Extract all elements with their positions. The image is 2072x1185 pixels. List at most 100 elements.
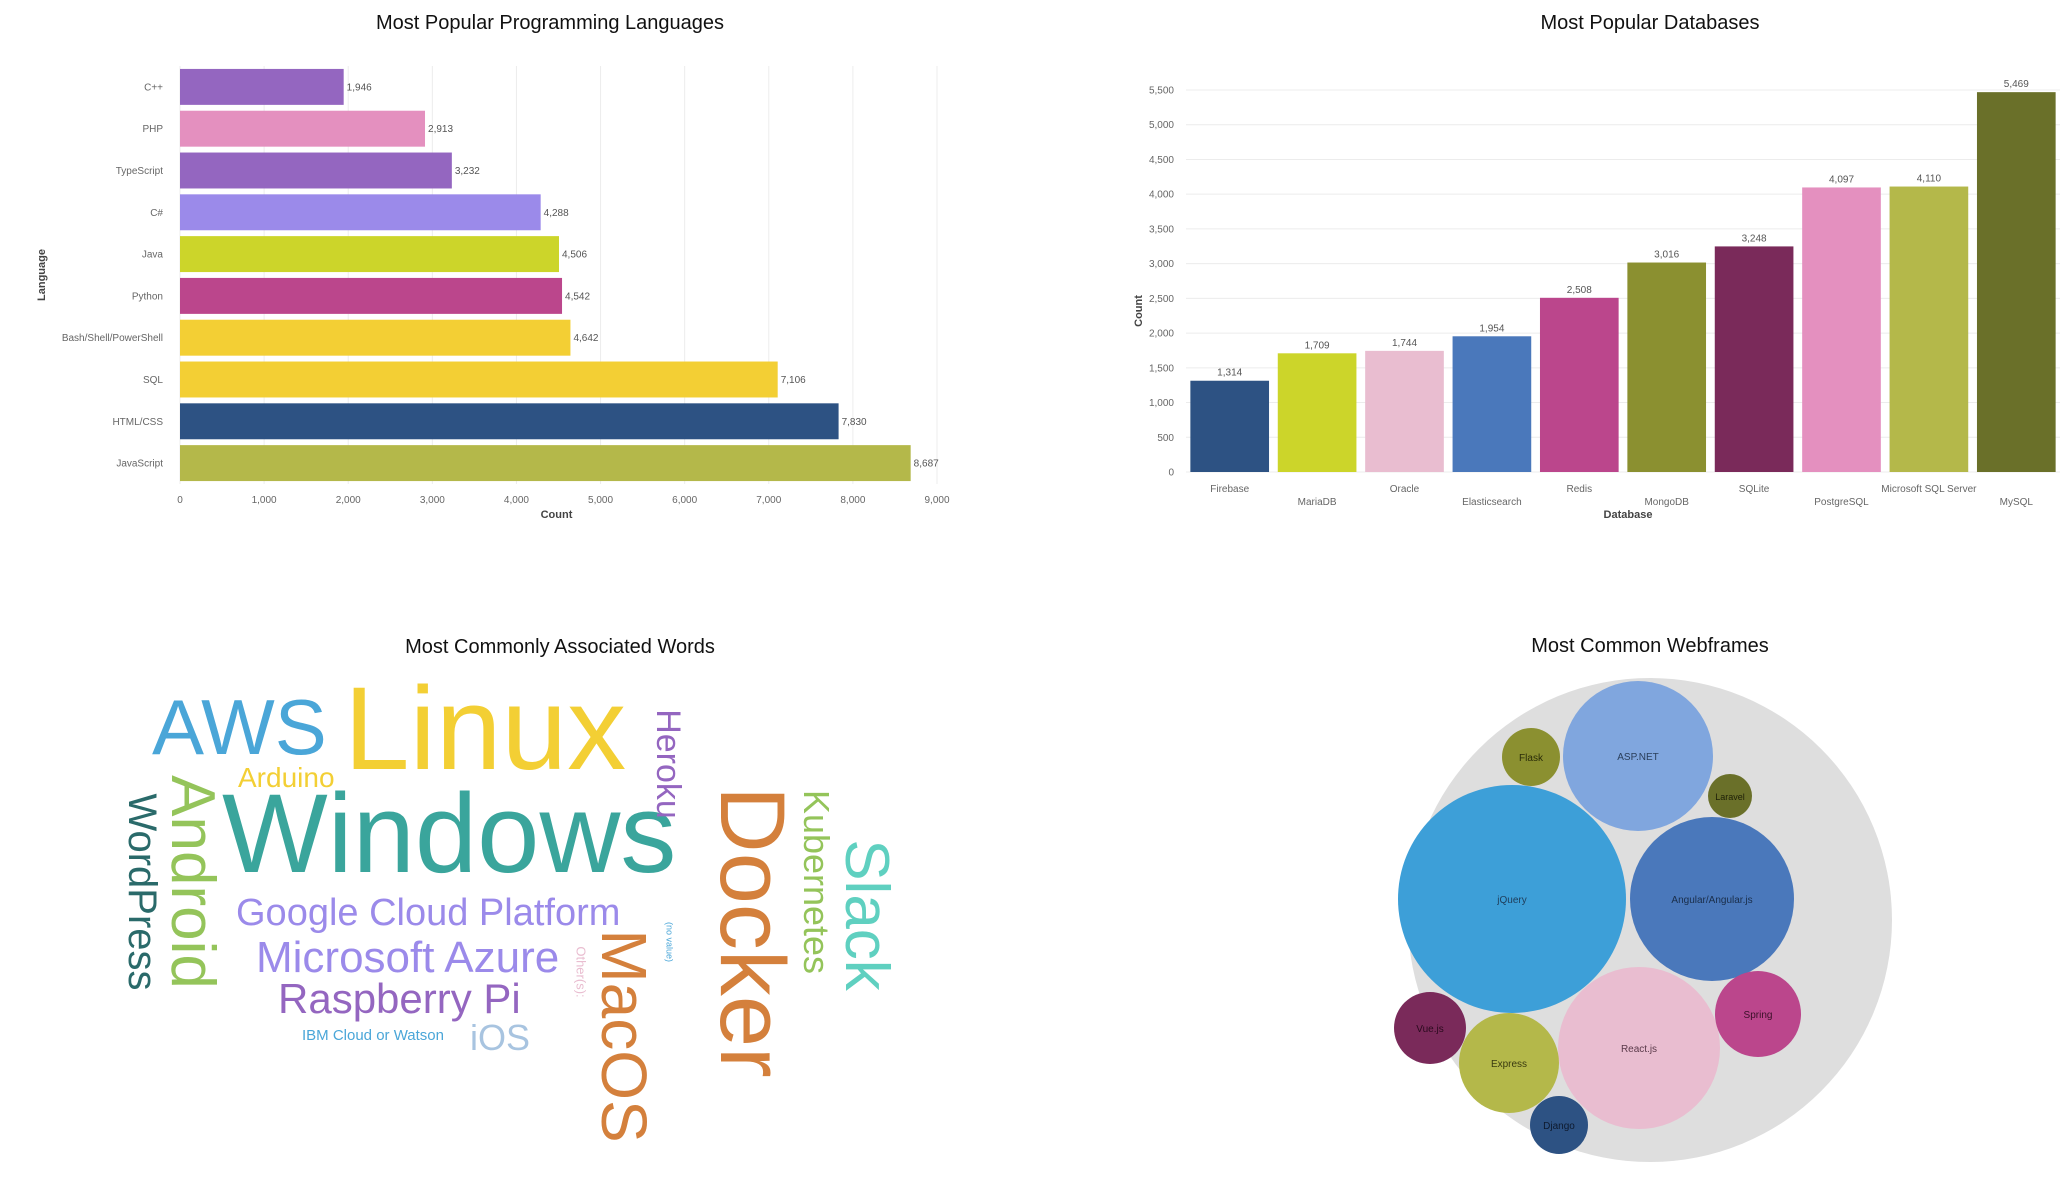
x-tick-label: Elasticsearch <box>1462 497 1521 508</box>
bubble-aspnet: ASP.NET <box>1563 681 1713 831</box>
y-axis-title: Count <box>1133 295 1145 327</box>
bubble-django: Django <box>1530 1096 1588 1154</box>
y-axis-title: Language <box>36 249 48 301</box>
bubble-flask-label: Flask <box>1519 753 1544 764</box>
bubble-vuejs-circle <box>1394 992 1466 1064</box>
x-tick-label: MySQL <box>2000 497 2034 508</box>
bar <box>180 361 778 398</box>
bar <box>180 445 911 482</box>
word-ibm-cloud: IBM Cloud or Watson <box>302 1027 444 1044</box>
bubble-react-circle <box>1558 967 1720 1129</box>
bubble-spring: Spring <box>1715 971 1801 1057</box>
bubble-vuejs-label: Vue.js <box>1416 1024 1443 1035</box>
word-aws: AWS <box>152 683 327 771</box>
wordcloud-title: Most Commonly Associated Words <box>405 636 715 658</box>
bar <box>1365 350 1444 472</box>
x-tick-label: 1,000 <box>252 495 277 506</box>
bubble-jquery-label: jQuery <box>1496 895 1526 906</box>
x-tick-label: MongoDB <box>1644 497 1689 508</box>
webframes-bubble-chart: jQuery Angular/Angular.js React.js ASP.N… <box>1394 678 1892 1162</box>
y-tick-label: Bash/Shell/PowerShell <box>62 333 163 344</box>
word-windows: Windows <box>222 771 677 896</box>
bar <box>1976 92 2056 473</box>
word-cloud: Linux Windows AWS Arduino Google Cloud P… <box>0 660 1000 1185</box>
bar <box>1539 297 1619 472</box>
x-tick-label: 0 <box>177 495 183 506</box>
word-ios: iOS <box>470 1017 531 1058</box>
y-tick-label: 1,500 <box>1149 363 1174 374</box>
bubble-spring-label: Spring <box>1744 1010 1773 1021</box>
word-azure: Microsoft Azure <box>256 933 560 982</box>
data-label: 4,097 <box>1829 174 1854 185</box>
webframes-chart-title: Most Common Webframes <box>1531 635 1769 657</box>
bar <box>180 68 344 105</box>
y-tick-label: TypeScript <box>116 166 163 177</box>
y-tick-label: 500 <box>1157 433 1174 444</box>
data-label: 1,744 <box>1392 338 1417 349</box>
bubble-django-label: Django <box>1543 1121 1575 1132</box>
bubble-laravel-label: Laravel <box>1715 792 1745 802</box>
databases-bar-chart: 0 500 1,000 1,500 2,000 2,500 3,000 3,500 4,000 4… <box>1133 79 2060 521</box>
data-label: 1,709 <box>1305 340 1330 351</box>
data-label: 1,314 <box>1217 368 1242 379</box>
word-kubernetes: Kubernetes <box>796 789 837 975</box>
word-others: Other(s): <box>573 946 589 998</box>
y-tick-label: C# <box>150 208 163 219</box>
y-tick-label: C++ <box>144 82 163 93</box>
data-label: 8,687 <box>914 459 939 470</box>
data-label: 4,288 <box>544 208 569 219</box>
bar <box>1627 262 1707 472</box>
word-macos: MacOS <box>588 929 660 1143</box>
bubble-jquery: jQuery <box>1398 785 1626 1013</box>
data-label: 7,830 <box>842 417 867 428</box>
y-tick-label: HTML/CSS <box>112 417 163 428</box>
y-tick-label: 0 <box>1168 468 1174 479</box>
x-tick-label: 7,000 <box>756 495 781 506</box>
x-tick-label: 6,000 <box>672 495 697 506</box>
bar <box>180 110 426 147</box>
y-tick-label: 5,000 <box>1149 120 1174 131</box>
bubble-angular-label: Angular/Angular.js <box>1671 895 1752 906</box>
bar <box>180 403 839 440</box>
word-slack: Slack <box>832 839 901 991</box>
data-label: 3,248 <box>1742 233 1767 244</box>
x-axis-title: Count <box>541 509 573 521</box>
data-label: 4,542 <box>565 291 590 302</box>
data-label: 4,642 <box>573 333 598 344</box>
bar <box>180 194 541 231</box>
bubble-angular-circle <box>1630 817 1794 981</box>
word-gcp: Google Cloud Platform <box>236 892 621 934</box>
y-tick-label: Python <box>132 291 163 302</box>
data-label: 2,913 <box>428 124 453 135</box>
y-tick-label: PHP <box>142 124 163 135</box>
bar <box>180 152 452 189</box>
data-label: 1,954 <box>1479 323 1504 334</box>
languages-chart-title: Most Popular Programming Languages <box>376 12 724 34</box>
x-tick-label: 5,000 <box>588 495 613 506</box>
bubble-spring-circle <box>1715 971 1801 1057</box>
x-tick-label: MariaDB <box>1298 497 1337 508</box>
bubble-aspnet-label: ASP.NET <box>1617 752 1659 763</box>
bubble-express: Express <box>1459 1013 1559 1113</box>
bubble-express-label: Express <box>1491 1059 1527 1070</box>
data-label: 4,110 <box>1917 174 1942 185</box>
bubble-flask: Flask <box>1502 728 1560 786</box>
y-tick-label: SQL <box>143 375 163 386</box>
bubble-laravel: Laravel <box>1708 774 1752 818</box>
x-tick-label: SQLite <box>1739 484 1770 495</box>
y-tick-label: 5,500 <box>1149 86 1174 97</box>
data-label: 4,506 <box>562 250 587 261</box>
bar <box>1802 187 1881 472</box>
data-label: 5,469 <box>2004 79 2029 90</box>
x-tick-label: 3,000 <box>420 495 445 506</box>
bubble-django-circle <box>1530 1096 1588 1154</box>
x-tick-label: Oracle <box>1390 484 1420 495</box>
data-label: 3,016 <box>1654 250 1679 261</box>
y-tick-label: 2,000 <box>1149 329 1174 340</box>
bar <box>180 236 560 273</box>
x-tick-label: 2,000 <box>336 495 361 506</box>
bar <box>1277 353 1357 472</box>
y-tick-label: Java <box>142 250 164 261</box>
bar <box>180 277 563 314</box>
bubble-aspnet-circle <box>1563 681 1713 831</box>
